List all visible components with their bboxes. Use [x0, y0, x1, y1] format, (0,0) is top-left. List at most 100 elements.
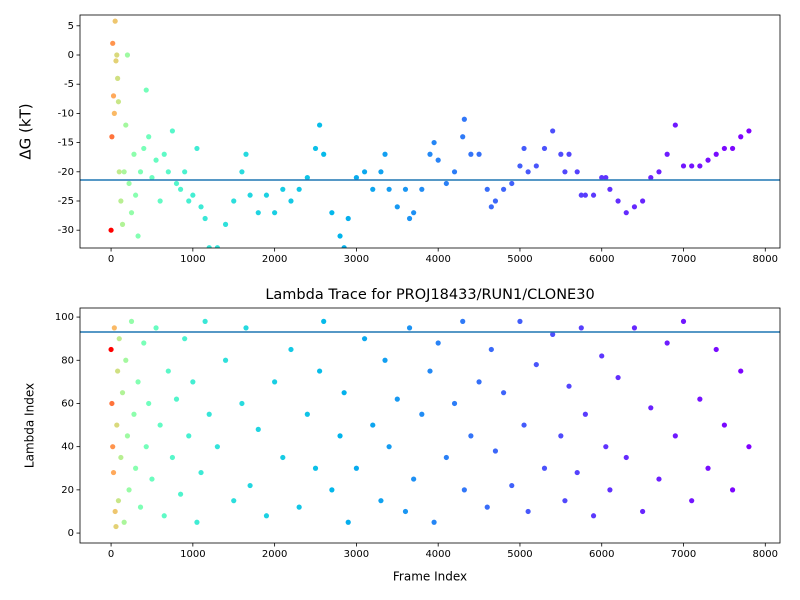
point: [558, 433, 564, 439]
point: [114, 422, 120, 428]
point: [697, 163, 703, 169]
point: [111, 110, 117, 116]
y-axis-label: Lambda Index: [23, 383, 37, 468]
point: [435, 340, 441, 346]
point: [427, 151, 433, 157]
point: [153, 157, 159, 163]
point: [161, 513, 167, 519]
point: [198, 469, 204, 476]
point: [370, 186, 376, 192]
point: [443, 180, 449, 187]
point: [222, 357, 229, 363]
point: [550, 128, 556, 134]
x-tick-label: 7000: [671, 549, 696, 560]
point: [672, 122, 678, 128]
point: [460, 318, 466, 324]
point: [341, 245, 347, 248]
point: [353, 175, 360, 181]
point: [247, 482, 253, 489]
point: [541, 465, 548, 471]
point: [123, 122, 129, 128]
point: [231, 498, 237, 504]
point: [222, 221, 229, 227]
point: [341, 390, 347, 396]
point: [202, 215, 208, 222]
point: [115, 368, 121, 374]
x-tick-label: 1000: [180, 254, 205, 265]
point: [451, 169, 458, 175]
point: [194, 519, 200, 525]
point: [113, 58, 119, 64]
point: [615, 198, 621, 204]
y-tick-label: -5: [64, 79, 74, 90]
x-tick-label: 4000: [425, 254, 450, 265]
point: [738, 368, 744, 374]
point: [394, 204, 400, 210]
point: [492, 448, 499, 454]
point: [317, 122, 323, 128]
point: [680, 163, 687, 169]
point: [419, 186, 425, 192]
point: [317, 368, 323, 374]
point: [729, 487, 736, 493]
point: [697, 396, 703, 402]
point: [239, 169, 245, 175]
point: [137, 504, 144, 510]
point: [713, 151, 719, 157]
point: [603, 444, 609, 450]
point: [119, 390, 126, 396]
point: [121, 519, 127, 525]
point: [599, 175, 605, 181]
point: [115, 75, 121, 81]
point: [533, 361, 539, 368]
point: [135, 233, 141, 239]
point: [108, 227, 114, 233]
point: [623, 454, 629, 461]
point: [206, 245, 212, 248]
point: [110, 40, 116, 46]
point: [492, 198, 499, 204]
point: [656, 476, 662, 482]
point: [431, 519, 437, 525]
point: [562, 498, 568, 504]
point: [239, 400, 245, 407]
point: [149, 476, 155, 482]
x-tick-label: 4000: [425, 549, 450, 560]
point: [272, 379, 278, 385]
point: [118, 198, 124, 204]
point: [133, 465, 139, 471]
point: [280, 186, 286, 192]
point: [484, 504, 490, 510]
point: [118, 454, 124, 461]
point: [116, 169, 122, 175]
point: [713, 346, 719, 353]
point: [402, 508, 409, 515]
x-axis-label: Frame Index: [393, 570, 467, 584]
point: [153, 325, 159, 331]
point: [382, 357, 388, 363]
point: [525, 508, 531, 515]
point: [345, 215, 351, 222]
point: [370, 422, 376, 428]
point: [214, 444, 220, 450]
point: [500, 186, 507, 192]
point: [202, 318, 208, 324]
point: [406, 325, 413, 331]
point: [149, 175, 155, 181]
point: [488, 204, 494, 210]
point: [599, 353, 605, 359]
point: [386, 186, 392, 192]
point: [361, 336, 368, 342]
point: [394, 396, 400, 402]
point: [582, 192, 588, 198]
point: [521, 145, 527, 152]
point: [721, 145, 727, 152]
point: [190, 379, 196, 385]
point: [110, 444, 116, 450]
point: [280, 454, 286, 461]
point: [169, 128, 176, 134]
point: [321, 151, 327, 157]
point: [427, 368, 433, 374]
point: [566, 383, 572, 389]
point: [461, 487, 467, 493]
